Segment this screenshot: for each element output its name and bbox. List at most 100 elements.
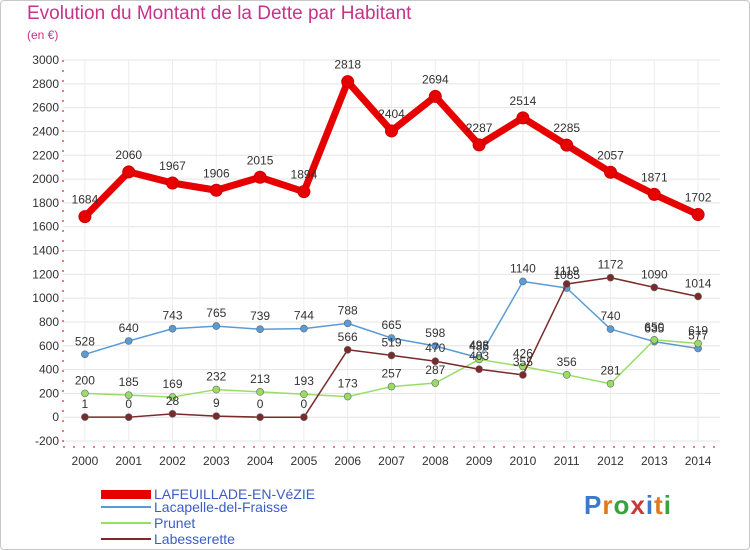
legend-swatch-labesserette	[101, 538, 151, 540]
data-point	[253, 170, 267, 184]
logo-letter: t	[654, 490, 664, 520]
data-label: 2404	[378, 107, 405, 121]
y-tick-label: 400	[39, 363, 59, 377]
legend-label-lafeuillade: LAFEUILLADE-EN-VéZIE	[154, 486, 316, 502]
data-label: 173	[338, 377, 358, 391]
data-point	[560, 138, 574, 152]
data-label: 0	[125, 397, 132, 411]
x-tick-label: 2009	[466, 454, 493, 468]
y-tick-label: 2800	[32, 77, 59, 91]
data-label: 619	[688, 323, 708, 337]
y-tick-label: 3000	[32, 53, 59, 67]
data-label: 1090	[641, 267, 668, 281]
data-point	[647, 187, 661, 201]
data-point	[606, 273, 615, 282]
data-label: 281	[600, 364, 620, 378]
logo-letter: i	[645, 490, 655, 520]
data-label: 1702	[685, 191, 712, 205]
data-point	[431, 342, 440, 350]
data-label: 743	[162, 309, 182, 323]
data-point	[385, 124, 398, 138]
data-label: 1172	[598, 258, 624, 272]
x-tick-label: 2001	[115, 454, 142, 468]
data-point	[124, 391, 133, 399]
data-point	[81, 350, 89, 359]
data-point	[124, 413, 133, 421]
data-point	[431, 379, 440, 387]
data-point	[475, 365, 483, 374]
data-point	[81, 389, 89, 398]
x-tick-label: 2003	[203, 454, 230, 468]
data-point	[124, 337, 133, 345]
x-tick-label: 2010	[510, 454, 537, 468]
legend-label-lacapelle: Lacapelle-del-Fraisse	[154, 499, 288, 515]
data-point	[387, 334, 396, 342]
logo-letter: o	[613, 490, 631, 520]
data-point	[212, 322, 221, 330]
data-label: 9	[213, 396, 220, 410]
data-point	[516, 111, 530, 125]
proxiti-logo: Proxiti	[584, 490, 672, 521]
data-label: 650	[644, 320, 664, 334]
data-point	[606, 379, 615, 388]
data-label: 2514	[510, 94, 537, 108]
y-tick-label: 2200	[32, 148, 59, 162]
data-label: 426	[513, 346, 533, 360]
data-label: 287	[425, 363, 445, 377]
data-label: 2015	[247, 153, 274, 167]
data-label: 2057	[597, 148, 624, 162]
x-tick-label: 2007	[378, 454, 405, 468]
data-label: 2818	[334, 58, 361, 72]
logo-letter: i	[663, 490, 672, 520]
y-tick-label: 0	[52, 410, 59, 424]
data-point	[606, 325, 615, 333]
y-tick-label: 600	[39, 339, 59, 353]
legend-swatch-lacapelle	[101, 506, 151, 508]
y-tick-label: 1400	[32, 244, 59, 258]
y-tick-label: 2400	[32, 124, 59, 138]
y-tick-label: -200	[35, 434, 59, 448]
data-point	[519, 371, 527, 379]
data-point	[428, 89, 442, 103]
data-point	[562, 371, 571, 379]
y-tick-label: 200	[39, 386, 59, 400]
data-point	[343, 345, 352, 354]
data-label: 2694	[422, 72, 449, 86]
data-label: 1	[82, 397, 89, 411]
data-point	[300, 324, 308, 333]
data-label: 1014	[685, 276, 712, 290]
data-label: 403	[469, 349, 489, 363]
data-point	[562, 280, 571, 288]
data-label: 1871	[641, 170, 668, 184]
data-point	[212, 412, 221, 420]
x-tick-label: 2006	[334, 454, 361, 468]
data-point	[604, 165, 617, 179]
data-label: 498	[469, 338, 489, 352]
data-point	[300, 390, 308, 399]
x-tick-label: 2008	[422, 454, 449, 468]
data-point	[431, 357, 440, 366]
data-label: 193	[294, 374, 314, 388]
data-point	[78, 210, 92, 224]
x-tick-label: 2014	[685, 454, 712, 468]
data-point	[650, 335, 659, 344]
data-point	[209, 183, 223, 197]
data-point	[694, 339, 702, 348]
y-tick-label: 2600	[32, 101, 59, 115]
data-point	[475, 355, 483, 364]
x-tick-label: 2004	[247, 454, 274, 468]
y-tick-label: 800	[39, 315, 59, 329]
data-point	[341, 75, 355, 89]
y-tick-label: 2000	[32, 172, 59, 186]
data-label: 2285	[553, 121, 580, 135]
data-point	[300, 413, 308, 421]
data-label: 635	[644, 322, 664, 336]
x-tick-label: 2000	[72, 454, 99, 468]
data-label: 665	[381, 318, 401, 332]
data-label: 528	[75, 334, 95, 348]
data-point	[691, 208, 705, 222]
data-point	[343, 319, 352, 328]
data-label: 744	[294, 309, 314, 323]
data-label: 739	[250, 309, 270, 323]
data-label: 1967	[159, 159, 186, 173]
